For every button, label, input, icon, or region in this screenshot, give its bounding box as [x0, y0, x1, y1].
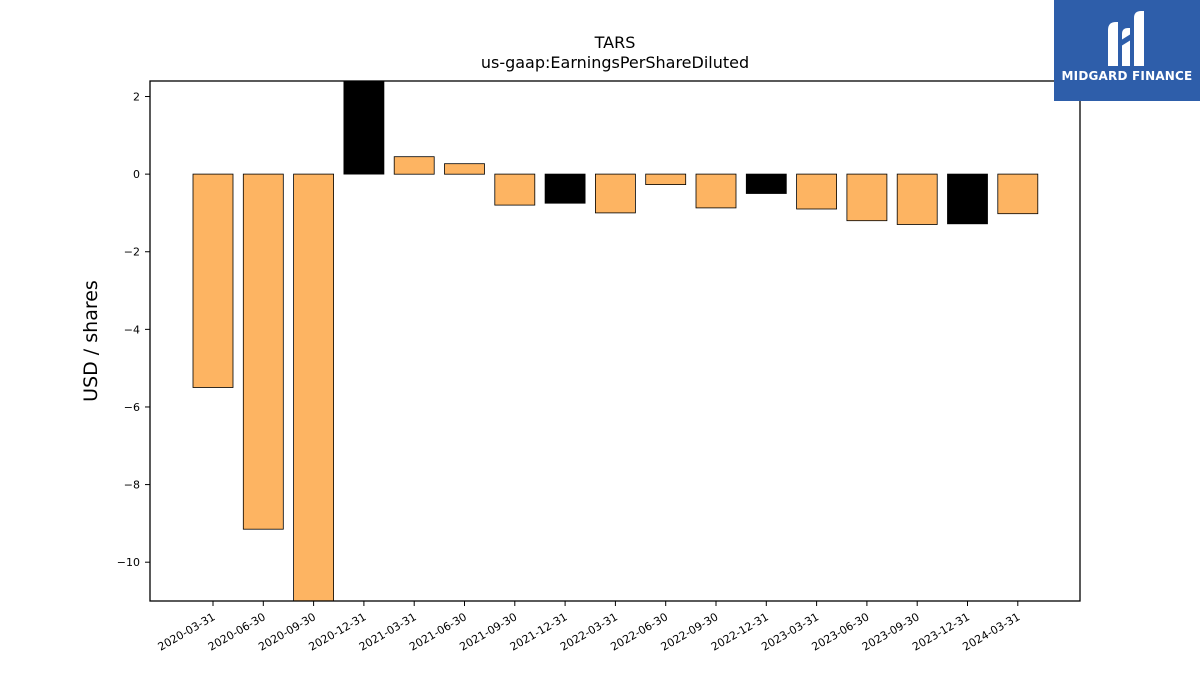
x-axis-ticks: 2020-03-312020-06-302020-09-302020-12-31…: [156, 601, 1022, 654]
bar-2020-03-31: [192, 173, 234, 388]
bar-2021-12-31: [544, 173, 586, 204]
bar-2020-06-30: [242, 173, 284, 530]
y-axis-ticks: 2 0 −2 −4 −6 −8 −10: [117, 91, 150, 569]
bar-2024-03-31: [997, 173, 1039, 215]
y-axis-label: USD / shares: [80, 280, 102, 402]
bar-2022-03-31: [595, 173, 636, 214]
bars-layer: [192, 80, 1039, 602]
bar-2021-09-30: [494, 173, 536, 206]
bar-2021-03-31: [393, 156, 435, 175]
bar-2020-12-31: [343, 80, 385, 175]
bar-2023-12-31: [947, 173, 988, 225]
bar-2022-09-30: [695, 173, 737, 209]
y-tick-label: 0: [133, 168, 140, 181]
bar-2023-06-30: [846, 173, 888, 222]
bar-2020-09-30: [293, 173, 335, 602]
y-tick-label: −10: [117, 556, 140, 569]
plot-frame: [149, 80, 1081, 602]
bar-2021-06-30: [444, 163, 485, 175]
y-tick-label: −2: [124, 246, 140, 259]
bar-2023-09-30: [896, 173, 938, 225]
bar-2022-06-30: [645, 173, 687, 186]
y-tick-label: −4: [124, 323, 140, 336]
brand-name: MIDGARD FINANCE: [1061, 69, 1193, 83]
y-tick-label: −6: [124, 401, 140, 414]
chart-title-line-1: TARS: [594, 33, 636, 52]
x-tick-label: 2024-03-31: [960, 610, 1022, 653]
midgard-finance-logo: MIDGARD FINANCE: [1054, 0, 1200, 101]
y-tick-label: −8: [124, 479, 140, 492]
y-tick-label: 2: [133, 91, 140, 104]
bar-2022-12-31: [745, 173, 787, 194]
midgard-logo-mark-icon: [1108, 11, 1144, 66]
bar-2023-03-31: [796, 173, 837, 210]
chart-title-line-2: us-gaap:EarningsPerShareDiluted: [481, 53, 749, 72]
